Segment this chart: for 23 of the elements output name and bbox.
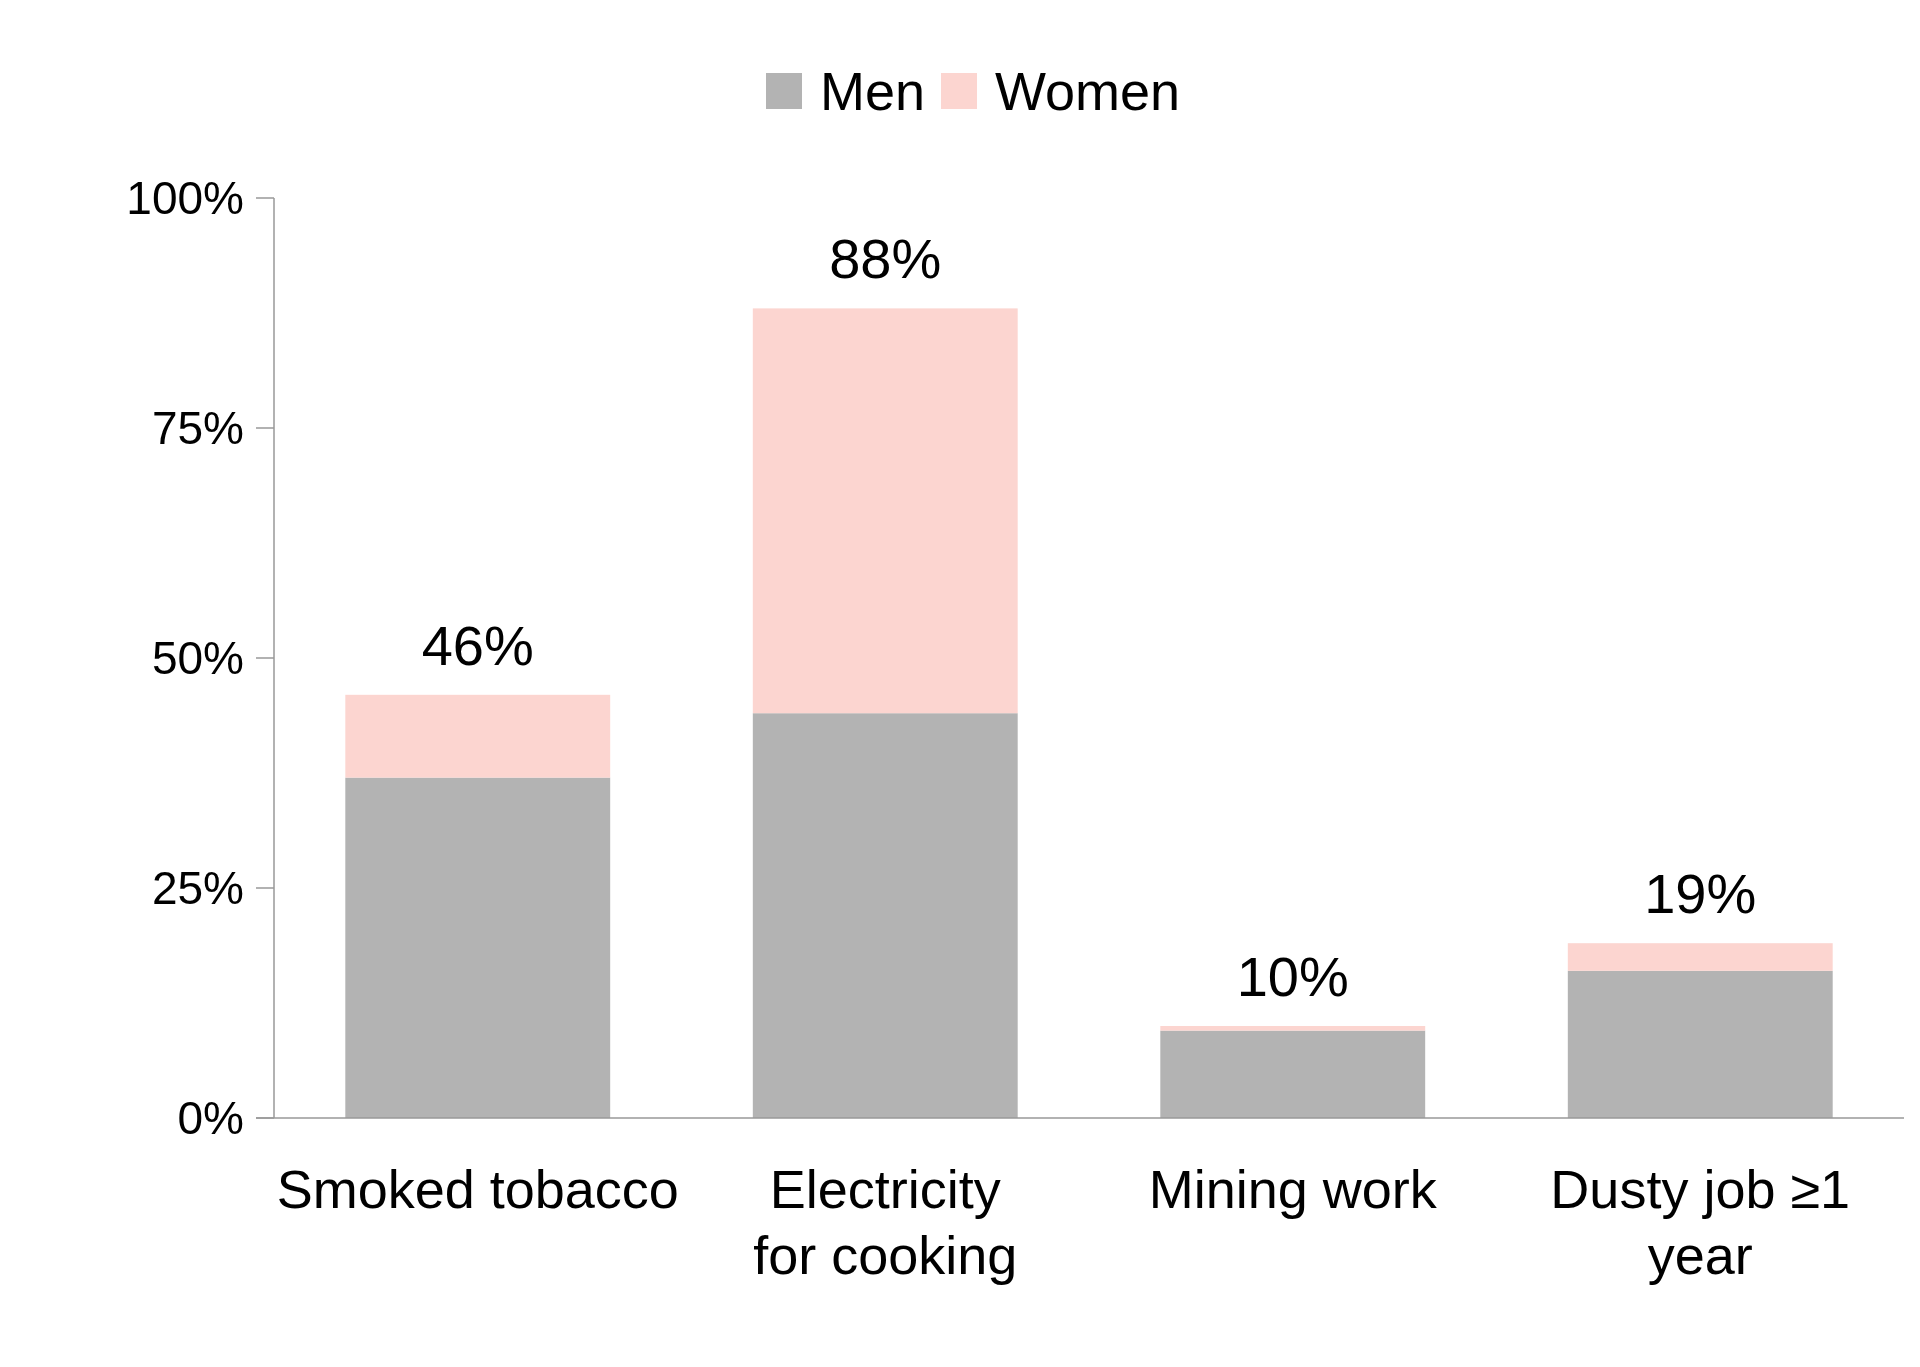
total-label: 46% xyxy=(421,613,534,677)
total-label: 10% xyxy=(1236,945,1349,1008)
bar xyxy=(1160,1026,1426,1031)
y-tick-label: 100% xyxy=(126,172,244,225)
total-label: 19% xyxy=(1644,862,1757,926)
y-tick-label: 0% xyxy=(177,1092,244,1145)
bar xyxy=(1567,943,1833,971)
bar xyxy=(345,777,611,1118)
x-tick-label: Mining work xyxy=(1148,1159,1438,1219)
bar xyxy=(752,713,1018,1118)
x-tick-label: Smoked tobacco xyxy=(276,1159,679,1219)
legend-label: Women xyxy=(995,60,1181,121)
x-tick-label: Dusty job ≥1 year xyxy=(1550,1159,1851,1285)
bar xyxy=(1160,1030,1426,1118)
bar xyxy=(1567,970,1833,1118)
legend-label: Men xyxy=(820,60,926,121)
total-label: 88% xyxy=(829,227,942,291)
bar xyxy=(752,308,1018,714)
bar xyxy=(345,694,611,778)
y-tick-label: 25% xyxy=(151,862,244,915)
x-tick-label: Electricity for cooking xyxy=(753,1159,1018,1285)
y-tick-label: 50% xyxy=(151,632,244,685)
y-tick-label: 75% xyxy=(151,402,244,455)
